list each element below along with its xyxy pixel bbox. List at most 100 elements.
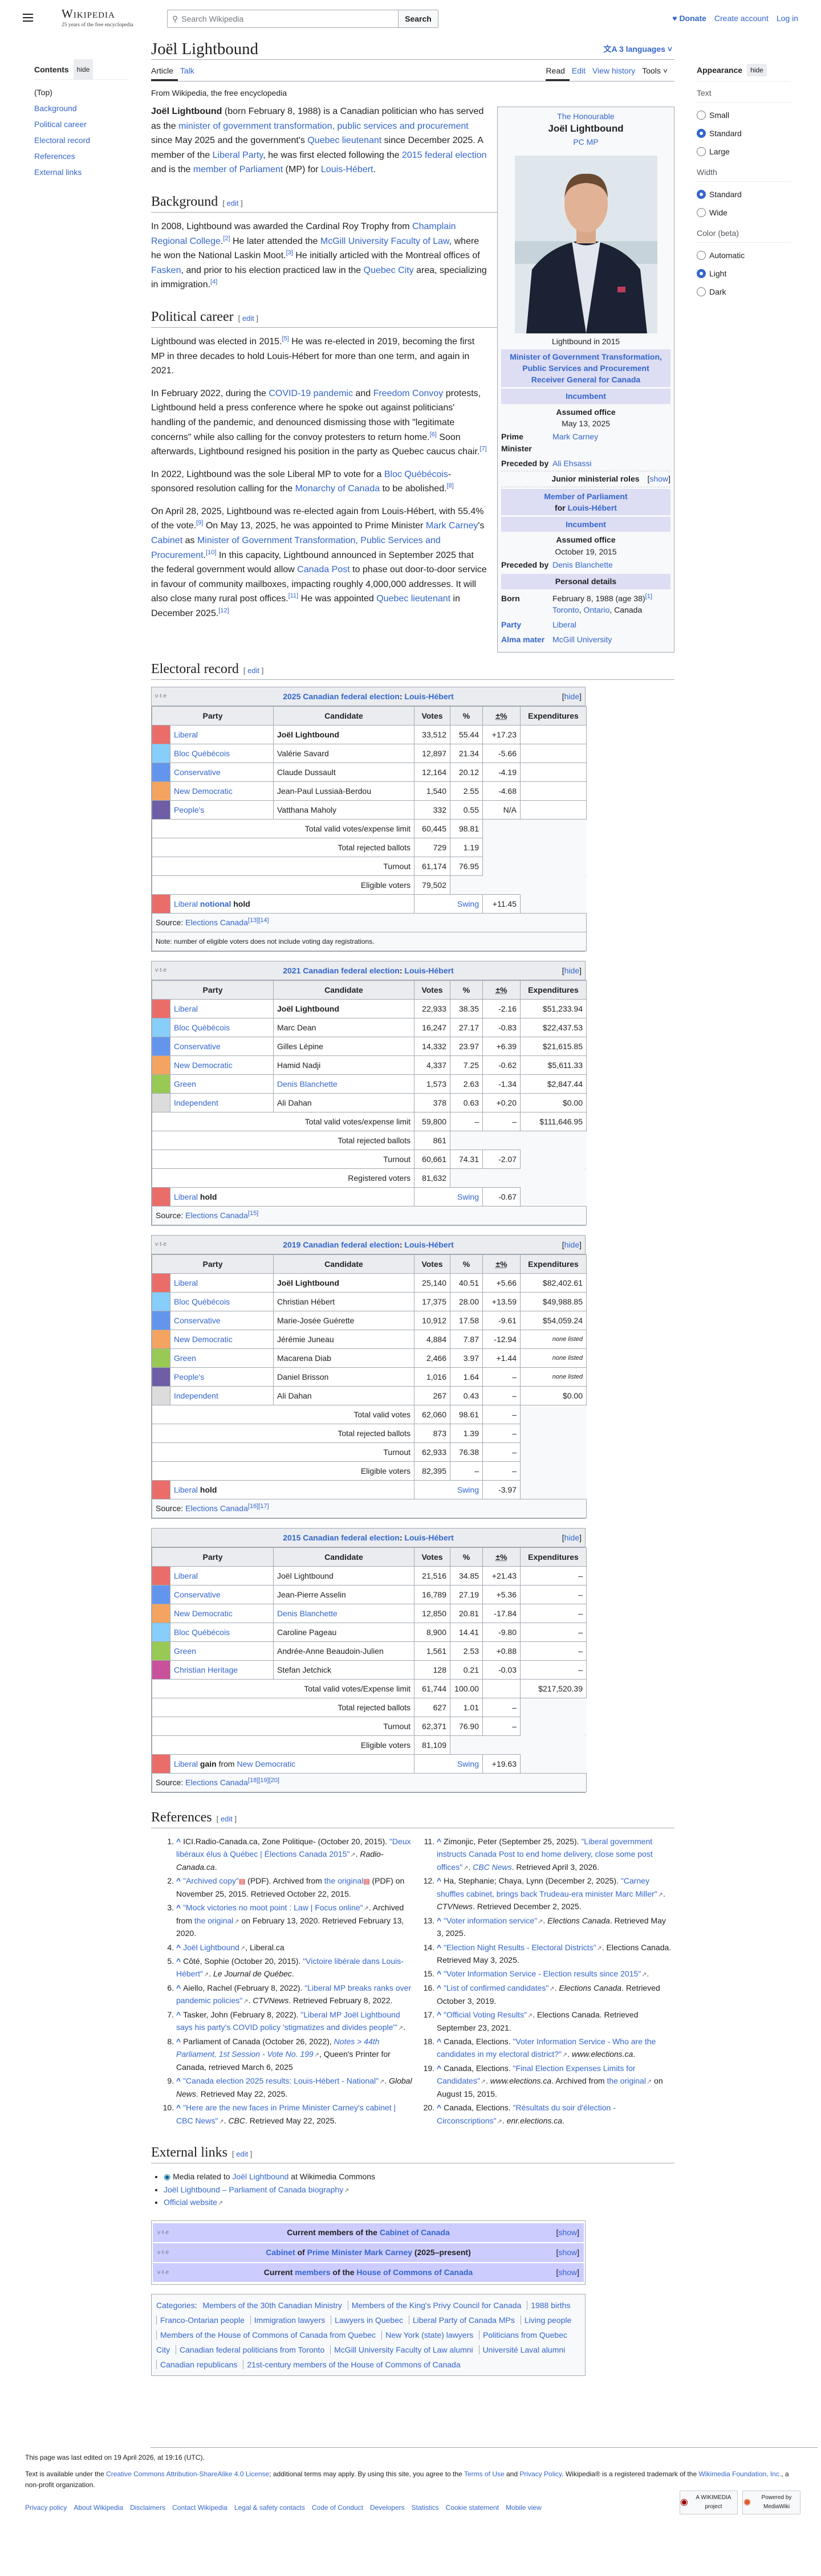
edit-section-link[interactable]: edit <box>247 666 260 675</box>
vte-links[interactable]: v·t·e <box>155 1241 166 1248</box>
link[interactable]: McGill University Faculty of Law <box>320 236 449 246</box>
link[interactable]: "Résultats du soir d'élection - Circonsc… <box>437 2103 616 2125</box>
party-link[interactable]: Conservative <box>170 1584 274 1604</box>
citation-link[interactable]: [2] <box>223 235 230 242</box>
link[interactable]: Mark Carney <box>425 521 478 531</box>
tab-read[interactable]: Read <box>546 66 570 81</box>
category-link[interactable]: 1988 births <box>527 2300 574 2310</box>
link[interactable]: Joël Lightbound <box>232 2172 289 2182</box>
hide-link[interactable]: hide <box>564 1532 580 1542</box>
footer-link[interactable]: Contact Wikipedia <box>172 2503 227 2512</box>
link[interactable]: "Final Election Expenses Limits for Cand… <box>437 2064 636 2086</box>
party-link[interactable]: New Democratic <box>170 1055 274 1075</box>
citation-link[interactable]: [1] <box>645 592 652 600</box>
search-input[interactable]: ⚲ Search Wikipedia <box>168 10 398 27</box>
category-link[interactable]: Canadian federal politicians from Toront… <box>176 2345 328 2354</box>
radio-button[interactable] <box>697 287 706 296</box>
citation-link[interactable]: [8] <box>446 482 454 490</box>
toc-item-2[interactable]: Political career <box>34 120 87 129</box>
citation-link[interactable]: [12] <box>218 607 229 614</box>
party-link[interactable]: Conservative <box>170 1036 274 1056</box>
link[interactable]: Louis-Hébert <box>320 165 373 175</box>
party-link[interactable]: New Democratic <box>170 1329 274 1349</box>
footer-link[interactable]: Developers <box>369 2503 405 2512</box>
appearance-option[interactable]: Large <box>697 142 791 161</box>
link[interactable]: "Liberal government instructs Canada Pos… <box>437 1836 653 1872</box>
citation-link[interactable]: [3] <box>286 249 293 256</box>
link[interactable]: the original <box>607 2076 646 2086</box>
edit-section-link[interactable]: edit <box>242 313 254 323</box>
footer-link[interactable]: Code of Conduct <box>311 2503 363 2512</box>
source-link[interactable]: Elections Canada <box>185 1778 248 1788</box>
link[interactable]: Liberal <box>174 1192 198 1201</box>
link[interactable]: New Democratic <box>237 1759 296 1768</box>
footer-link[interactable]: Disclaimers <box>130 2503 166 2512</box>
backlink-caret[interactable]: ^ <box>437 1836 444 1846</box>
riding-link[interactable]: Louis-Hébert <box>567 503 617 512</box>
category-link[interactable]: Franco-Ontarian people <box>156 2315 248 2325</box>
category-link[interactable]: Members of the 30th Canadian Ministry <box>202 2300 342 2310</box>
link[interactable]: the original <box>324 1876 364 1886</box>
swing-link[interactable]: Swing <box>457 1759 479 1768</box>
party-link[interactable]: Conservative <box>170 1310 274 1330</box>
citation-link[interactable]: [7] <box>479 445 487 453</box>
swing-link[interactable]: Swing <box>457 1485 479 1494</box>
link[interactable]: Quebec lieutenant <box>307 136 382 146</box>
toc-hide-button[interactable]: hide <box>73 59 94 80</box>
backlink-caret[interactable]: ^ <box>437 2037 444 2047</box>
link[interactable]: Ontario <box>583 605 610 614</box>
link[interactable]: 2025 Canadian federal election <box>283 691 400 701</box>
backlink-caret[interactable]: ^ <box>437 1969 444 1979</box>
backlink-caret[interactable]: ^ <box>437 2103 444 2113</box>
edit-section-link[interactable]: edit <box>226 198 239 207</box>
category-link[interactable]: New York (state) lawyers <box>381 2330 477 2339</box>
edit-section-link[interactable]: edit <box>220 1814 233 1823</box>
radio-button[interactable] <box>697 147 706 156</box>
appearance-option[interactable]: Light <box>697 264 791 283</box>
link[interactable]: Cabinet <box>266 2248 295 2257</box>
office-link[interactable]: Minister of Government Transformation, P… <box>510 352 662 373</box>
party-link[interactable]: Green <box>170 1348 274 1368</box>
radio-button[interactable] <box>697 111 706 120</box>
vte-links[interactable]: v·t·e <box>155 967 166 974</box>
infobox-postnominals[interactable]: PC MP <box>573 137 599 146</box>
backlink-caret[interactable]: ^ <box>437 2064 444 2073</box>
link[interactable]: Official website <box>164 2198 217 2207</box>
link[interactable]: House of Commons of Canada <box>356 2268 473 2277</box>
hide-link[interactable]: hide <box>564 691 580 701</box>
candidate-name[interactable]: Denis Blanchette <box>273 1074 414 1094</box>
appearance-option[interactable]: Standard <box>697 124 791 142</box>
toc-item-3[interactable]: Electoral record <box>34 136 91 145</box>
link[interactable]: notional <box>198 899 231 908</box>
backlink-caret[interactable]: ^ <box>176 1957 184 1966</box>
source-link[interactable]: Elections Canada <box>185 1211 248 1221</box>
category-link[interactable]: Lawyers in Quebec <box>331 2315 407 2325</box>
link[interactable]: Notes > 44th Parliament, 1st Session - V… <box>176 2037 380 2059</box>
link[interactable]: CBC News <box>473 1862 512 1872</box>
backlink-caret[interactable]: ^ <box>176 1983 184 1993</box>
party-link[interactable]: New Democratic <box>170 1603 274 1623</box>
backlink-caret[interactable]: ^ <box>176 1942 184 1952</box>
link[interactable]: "Carney shuffles cabinet, brings back Tr… <box>437 1876 657 1898</box>
party-link[interactable]: Liberal <box>170 724 274 744</box>
radio-button[interactable] <box>697 129 706 138</box>
show-toggle[interactable]: show <box>649 474 669 484</box>
footer-link[interactable]: About Wikipedia <box>74 2503 124 2512</box>
link[interactable]: "Voter Information Service - Election re… <box>444 1969 641 1979</box>
vte-links[interactable]: v·t·e <box>155 693 166 700</box>
link[interactable]: Privacy Policy <box>519 2470 562 2479</box>
link[interactable]: Louis-Hébert <box>404 965 454 975</box>
backlink-caret[interactable]: ^ <box>437 1915 444 1925</box>
link[interactable]: Fasken <box>151 265 181 275</box>
link[interactable]: "Liberal MP breaks ranks over pandemic p… <box>176 1983 412 2006</box>
swing-link[interactable]: Swing <box>457 899 479 908</box>
link[interactable]: Louis-Hébert <box>404 691 454 701</box>
appearance-option[interactable]: Wide <box>697 203 791 222</box>
radio-button[interactable] <box>697 190 706 199</box>
backlink-caret[interactable]: ^ <box>176 1902 184 1912</box>
link[interactable]: minister of government transformation, p… <box>178 121 469 131</box>
appearance-option[interactable]: Small <box>697 106 791 124</box>
link[interactable]: COVID-19 pandemic <box>269 388 353 398</box>
appearance-option[interactable]: Standard <box>697 185 791 203</box>
citation-link[interactable]: [4] <box>210 279 218 286</box>
